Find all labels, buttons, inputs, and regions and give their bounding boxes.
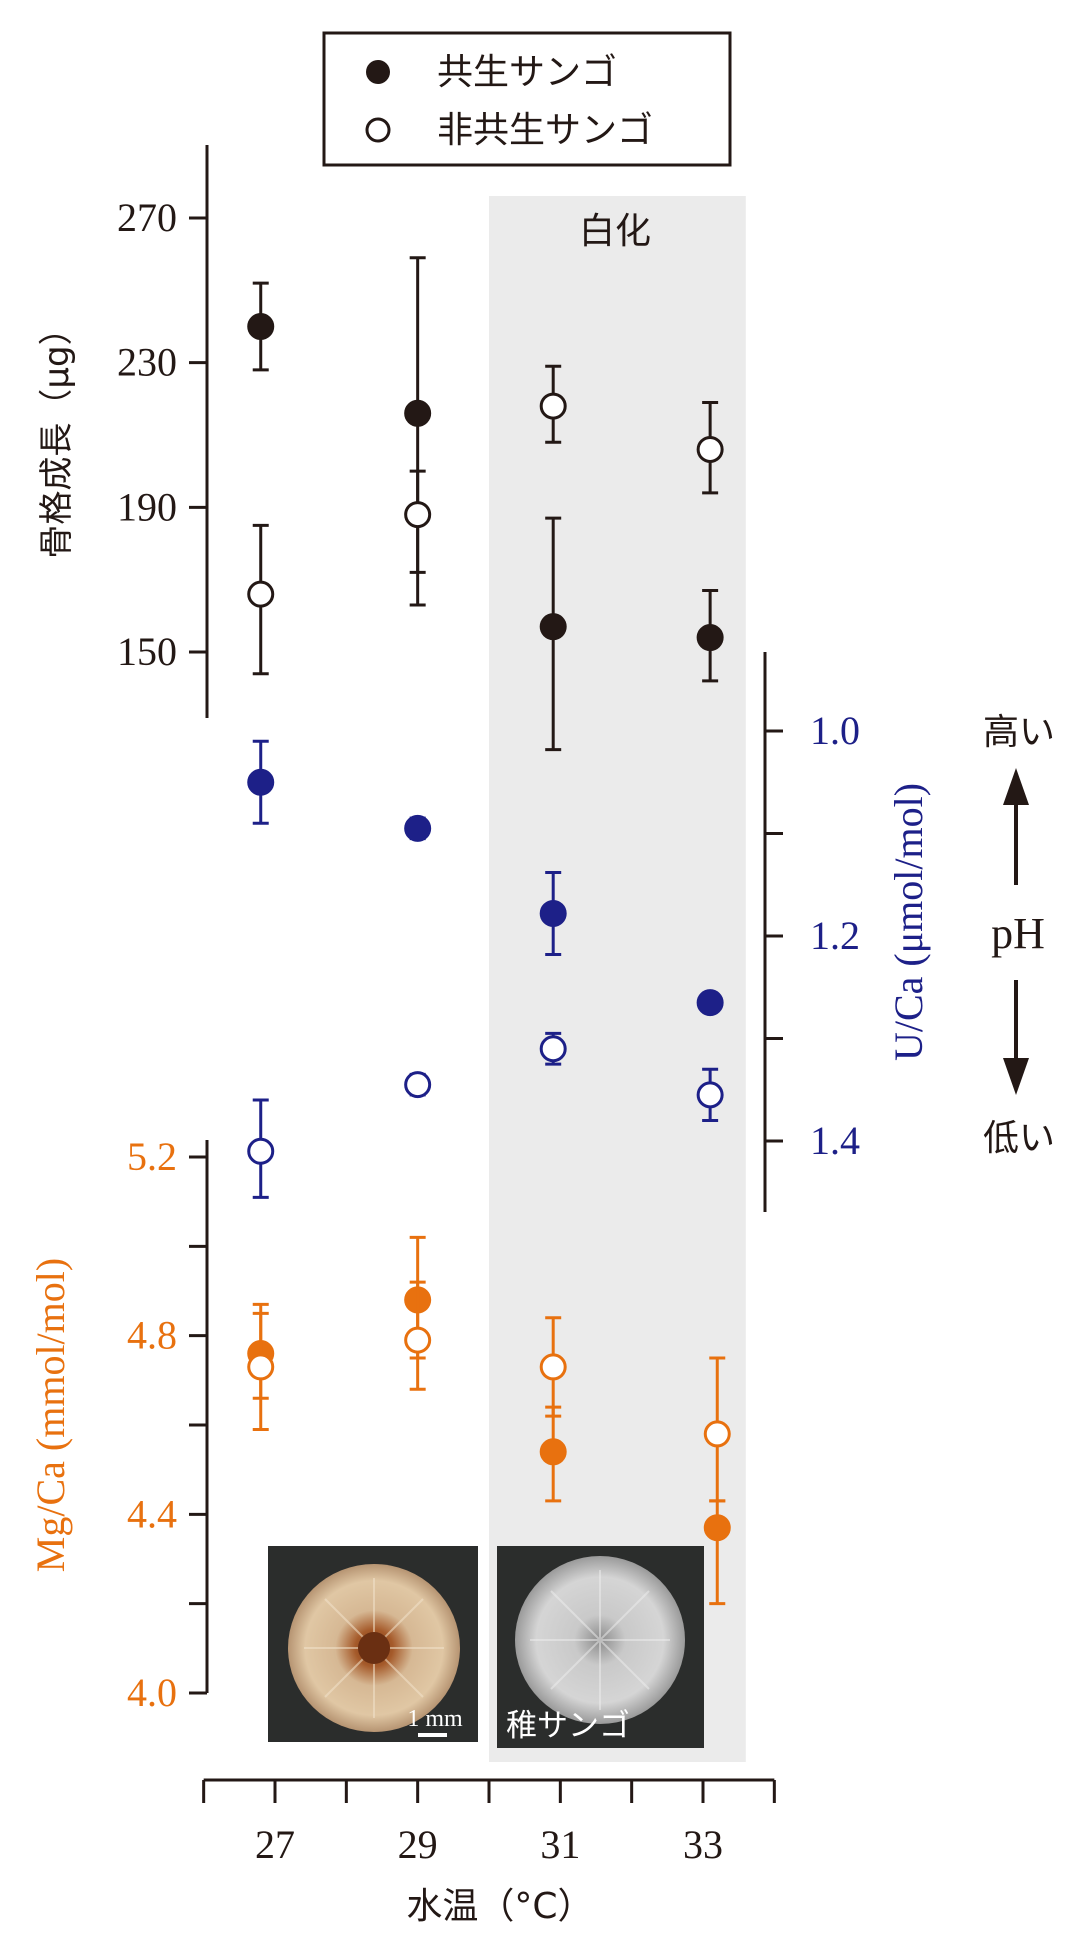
uca-marker [539, 899, 567, 927]
x-tick-label: 33 [683, 1822, 723, 1867]
growth-tick-label: 190 [117, 484, 177, 529]
uca-aposymbiotic-point [696, 1067, 724, 1122]
x-axis-title: 水温（°C） [406, 1886, 593, 1927]
ph-low-label: 低い [983, 1118, 1055, 1159]
growth-marker [696, 435, 724, 463]
mgca-axis-title: Mg/Ca (mmol/mol) [28, 1258, 73, 1572]
legend-label-symbiotic: 共生サンゴ [437, 52, 617, 93]
legend-label-aposymbiotic: 非共生サンゴ [437, 110, 653, 151]
growth-aposymbiotic-point [247, 523, 275, 676]
legend-filled-marker [366, 60, 390, 84]
mgca-aposymbiotic-point [247, 1311, 275, 1431]
mgca-marker [247, 1353, 275, 1381]
uca-tick-label: 1.2 [810, 913, 860, 958]
growth-axis-title: 骨格成長（μg） [37, 311, 77, 558]
ph-up-arrowhead-icon [1003, 768, 1029, 805]
growth-marker [247, 580, 275, 608]
uca-marker [696, 1081, 724, 1109]
ph-down-arrowhead-icon [1003, 1058, 1029, 1095]
growth-symbiotic-point [539, 516, 567, 752]
uca-symbiotic-point [539, 870, 567, 956]
growth-tick-label: 270 [117, 195, 177, 240]
temperature-x-axis: 27 29 31 33 [202, 1778, 776, 1867]
uca-tick-label: 1.0 [810, 708, 860, 753]
data-marks [247, 256, 731, 1606]
legend: 共生サンゴ 非共生サンゴ [322, 31, 732, 167]
ph-label: pH [991, 909, 1045, 958]
uca-marker [696, 989, 724, 1017]
uca-marker [404, 814, 432, 842]
uca-marker [247, 768, 275, 796]
uca-symbiotic-point [247, 739, 275, 825]
growth-symbiotic-point [696, 589, 724, 683]
growth-aposymbiotic-point [539, 364, 567, 444]
legend-box [322, 31, 732, 167]
x-tick-label: 31 [540, 1822, 580, 1867]
uca-axis-title: U/Ca (μmol/mol) [886, 783, 931, 1061]
x-tick-label: 27 [255, 1822, 295, 1867]
mgca-tick-label: 4.0 [127, 1670, 177, 1715]
growth-marker [696, 624, 724, 652]
uca-symbiotic-point [404, 814, 432, 842]
growth-tick-label: 230 [117, 340, 177, 385]
mgca-marker [539, 1438, 567, 1466]
mgca-tick-label: 4.4 [127, 1491, 177, 1536]
uca-aposymbiotic-point [539, 1031, 567, 1066]
bleaching-label: 白化 [579, 211, 651, 252]
growth-marker [539, 613, 567, 641]
mgca-marker [703, 1514, 731, 1542]
uca-marker [539, 1035, 567, 1063]
mgca-tick-label: 5.2 [127, 1134, 177, 1179]
uca-symbiotic-point [696, 989, 724, 1017]
mgca-aposymbiotic-point [703, 1356, 731, 1503]
mgca-marker [404, 1326, 432, 1354]
growth-symbiotic-point [247, 281, 275, 372]
mgca-marker [539, 1353, 567, 1381]
bleached-septa-pattern [530, 1570, 670, 1710]
photo-juvenile-coral: 稚サンゴ [497, 1546, 704, 1748]
juvenile-coral-label: 稚サンゴ [506, 1708, 630, 1744]
growth-y-axis: 150 190 230 270 [117, 145, 209, 718]
mgca-marker [703, 1420, 731, 1448]
mgca-tick-label: 4.8 [127, 1313, 177, 1358]
growth-marker [539, 392, 567, 420]
uca-aposymbiotic-point [247, 1098, 275, 1199]
growth-tick-label: 150 [117, 629, 177, 674]
legend-open-marker [365, 117, 391, 143]
uca-y-axis: 1.0 1.2 1.4 [763, 652, 860, 1212]
growth-aposymbiotic-point [696, 400, 724, 495]
growth-aposymbiotic-point [404, 469, 432, 574]
uca-marker [404, 1071, 432, 1099]
scale-label: 1 mm [407, 1706, 463, 1732]
uca-marker [247, 1137, 275, 1165]
uca-aposymbiotic-point [404, 1071, 432, 1099]
mgca-y-axis: 4.0 4.4 4.8 5.2 [127, 1134, 209, 1715]
mgca-symbiotic-point [539, 1405, 567, 1503]
growth-marker [247, 313, 275, 340]
growth-marker [404, 501, 432, 529]
mgca-aposymbiotic-point [539, 1316, 567, 1418]
ph-high-label: 高い [983, 712, 1055, 753]
mgca-aposymbiotic-point [404, 1280, 432, 1391]
photo-symbiotic-coral: 1 mm [268, 1546, 478, 1742]
ph-indicator: 高い pH 低い [983, 712, 1055, 1159]
growth-marker [404, 399, 432, 427]
x-tick-label: 29 [398, 1822, 438, 1867]
uca-tick-label: 1.4 [810, 1118, 860, 1163]
